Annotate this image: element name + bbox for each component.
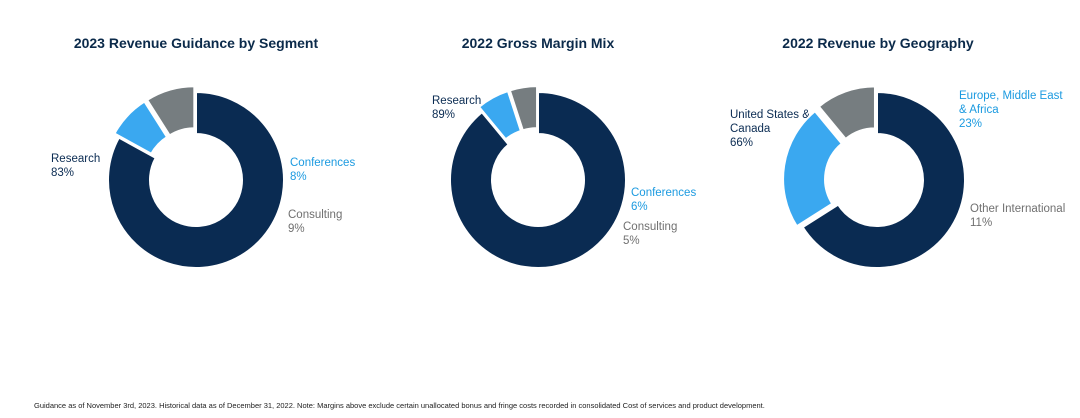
slice-margin-research xyxy=(449,91,627,269)
slice-segment-research xyxy=(107,91,285,269)
slice-geography-europe-middle-east-africa xyxy=(782,110,843,228)
donut-margin: Research 89% Conferences 6% Consulting 5% xyxy=(432,85,696,269)
label-segment-conferences: Conferences 8% xyxy=(290,157,355,183)
label-geography-other-international: Other International 11% xyxy=(970,203,1065,229)
donut-segment: Research 83% Conferences 8% Consulting 9% xyxy=(51,85,355,269)
slice-margin-consulting xyxy=(508,85,539,132)
footnote: Guidance as of November 3rd, 2023. Histo… xyxy=(34,401,765,410)
slice-segment-conferences xyxy=(113,100,168,155)
donut-charts: Research 83%Conferences 8%Consulting 9%Rese… xyxy=(51,85,1065,269)
label-margin-research: Research 89% xyxy=(432,95,481,121)
label-segment-research: Research 83% xyxy=(51,153,100,179)
chart-title-segment: 2023 Revenue Guidance by Segment xyxy=(74,35,319,51)
label-margin-conferences: Conferences 6% xyxy=(631,187,696,213)
slice-geography-united-states-canada xyxy=(801,91,966,269)
chart-title-geography: 2022 Revenue by Geography xyxy=(782,35,974,51)
label-geography-united-states-canada: United States & Canada 66% xyxy=(730,109,810,149)
slice-geography-other-international xyxy=(817,85,876,140)
label-segment-consulting: Consulting 9% xyxy=(288,209,342,235)
label-margin-consulting: Consulting 5% xyxy=(623,221,677,247)
chart-title-margin: 2022 Gross Margin Mix xyxy=(462,35,615,51)
donut-geography: United States & Canada 66% Europe, Middle E… xyxy=(730,85,1065,269)
label-geography-europe-middle-east-africa: Europe, Middle East & Africa 23% xyxy=(959,90,1063,130)
slice-margin-conferences xyxy=(478,90,522,141)
slice-segment-consulting xyxy=(146,85,196,137)
